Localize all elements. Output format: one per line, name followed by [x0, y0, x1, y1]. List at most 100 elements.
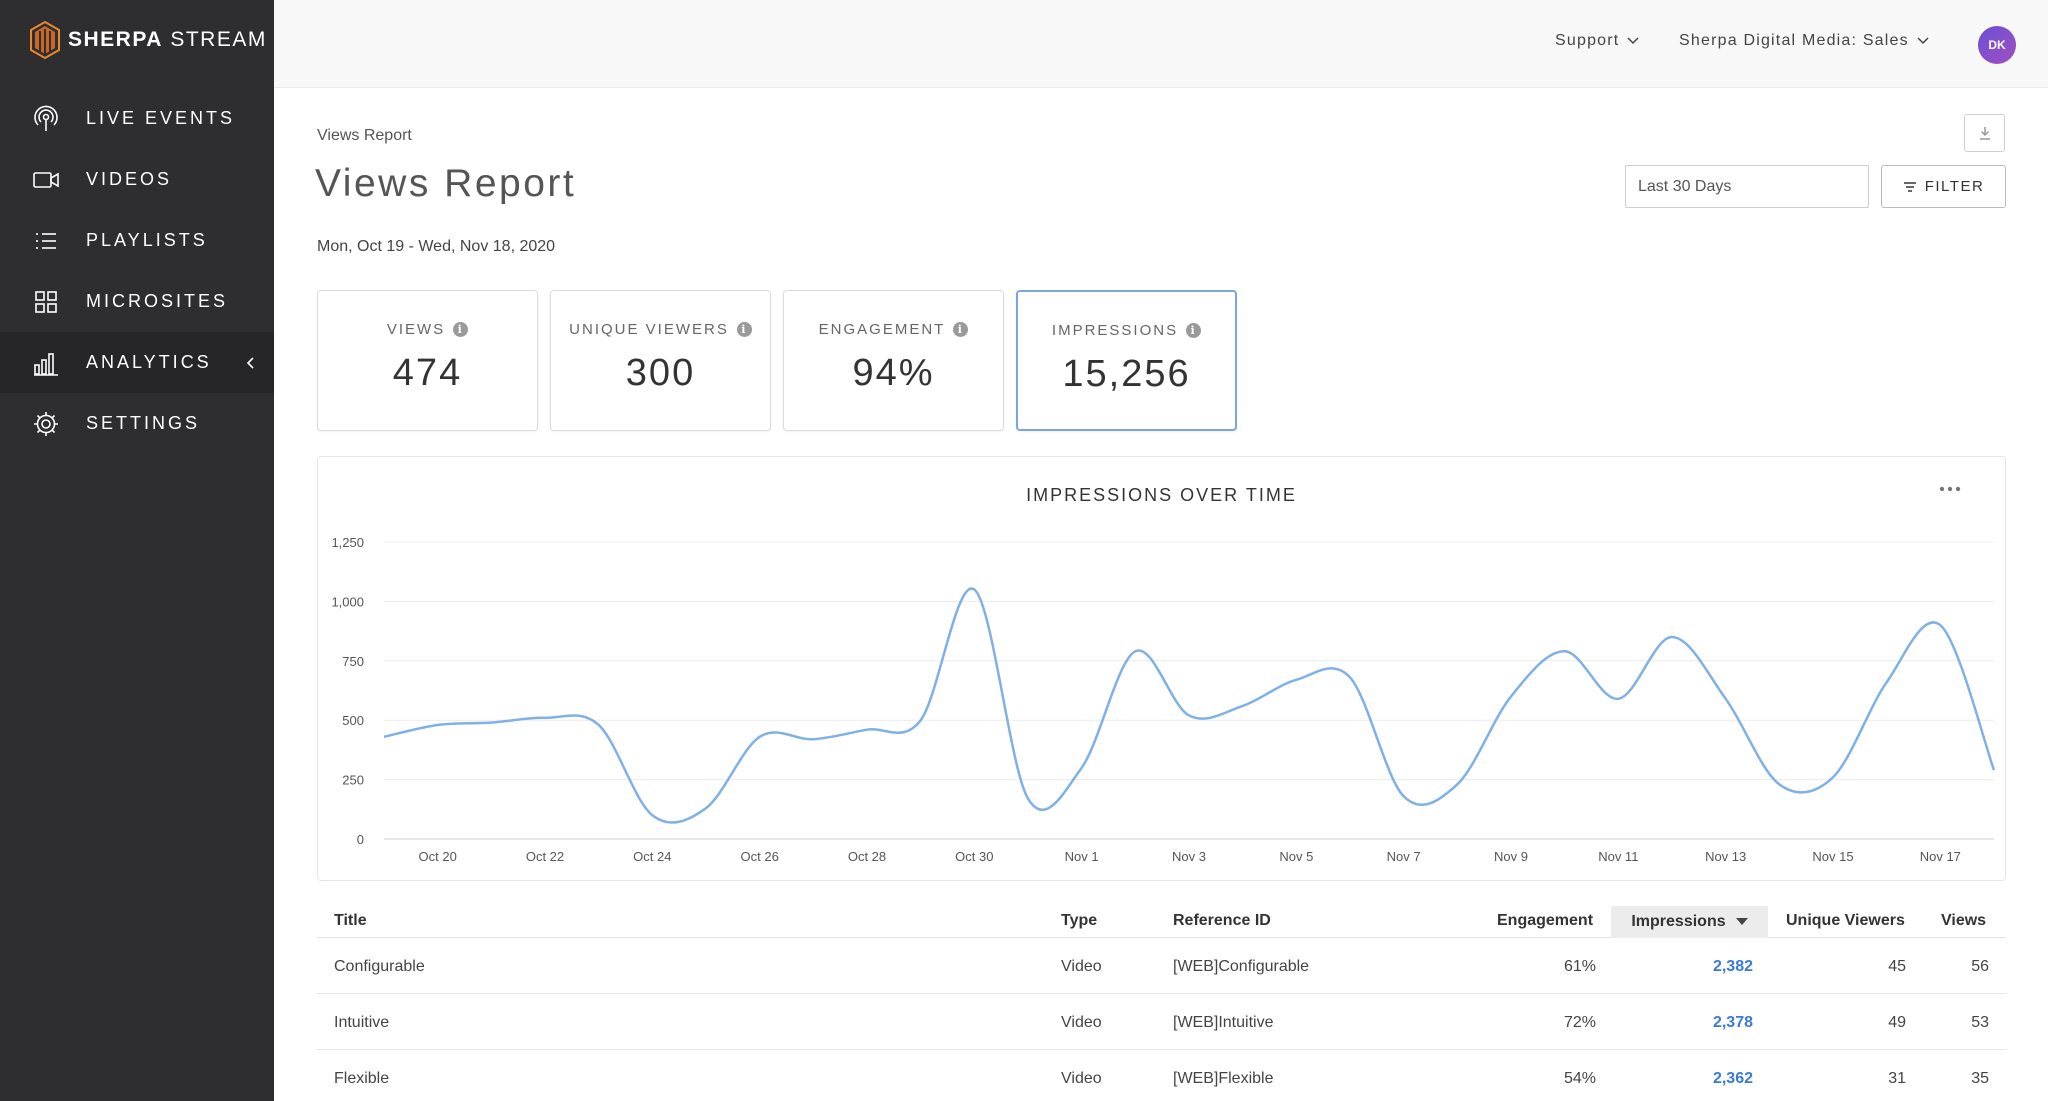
sidebar-item-settings[interactable]: SETTINGS — [0, 393, 274, 454]
cell-unique-viewers: 49 — [1888, 1014, 1906, 1031]
x-tick-label: Oct 28 — [848, 849, 886, 864]
x-tick-label: Nov 17 — [1920, 849, 1961, 864]
info-icon[interactable]: i — [1186, 323, 1202, 338]
list-icon — [32, 227, 60, 255]
x-tick-label: Nov 7 — [1387, 849, 1421, 864]
cell-title[interactable]: Configurable — [334, 958, 425, 975]
date-period-select[interactable]: Last 30 Days — [1625, 165, 1869, 208]
avatar[interactable]: DK — [1978, 26, 2016, 64]
x-tick-label: Oct 26 — [741, 849, 779, 864]
cell-reference-id: [WEB]Flexible — [1173, 1070, 1274, 1087]
stat-label-row: UNIQUE VIEWERS i — [551, 321, 770, 338]
col-header-views[interactable]: Views — [1941, 912, 1987, 929]
x-tick-label: Nov 5 — [1279, 849, 1313, 864]
grid-icon — [32, 288, 60, 316]
cell-unique-viewers: 31 — [1888, 1070, 1906, 1087]
stat-label-row: ENGAGEMENT i — [784, 321, 1003, 338]
stat-value: 474 — [392, 352, 463, 394]
stat-card-unique-viewers[interactable]: UNIQUE VIEWERS i 300 — [550, 290, 771, 431]
x-tick-label: Oct 20 — [419, 849, 457, 864]
account-menu-label: Sherpa Digital Media: Sales — [1679, 32, 1909, 49]
gear-icon — [32, 410, 60, 438]
x-tick-label: Nov 1 — [1065, 849, 1099, 864]
col-header-type[interactable]: Type — [1061, 912, 1098, 929]
cell-views: 35 — [1971, 1070, 1989, 1087]
y-tick-label: 750 — [342, 654, 364, 669]
support-menu[interactable]: Support — [1555, 32, 1640, 50]
stat-value: 15,256 — [1062, 353, 1191, 395]
impressions-line-chart: 0 250 500 750 1,000 1,250 Oct 20 Oct 22 Oct 24 Oc… — [331, 535, 1996, 864]
y-tick-label: 250 — [342, 773, 364, 788]
sidebar-item-microsites[interactable]: MICROSITES — [0, 271, 274, 332]
col-header-impressions[interactable]: Impressions — [1611, 906, 1768, 938]
sidebar-item-label: PLAYLISTS — [86, 230, 208, 250]
cell-unique-viewers: 45 — [1888, 958, 1906, 975]
bar-chart-icon — [32, 349, 60, 377]
cell-views: 53 — [1971, 1014, 1989, 1031]
date-range-text: Mon, Oct 19 - Wed, Nov 18, 2020 — [317, 238, 556, 255]
chevron-down-icon — [1627, 37, 1639, 45]
breadcrumb[interactable]: Views Report — [317, 127, 412, 144]
info-icon[interactable]: i — [953, 322, 969, 337]
table-row[interactable]: Configurable Video [WEB]Configurable 61%… — [317, 938, 2006, 994]
y-tick-label: 1,000 — [331, 594, 364, 609]
x-tick-label: Nov 9 — [1494, 849, 1528, 864]
brand-logo[interactable]: SHERPA STREAM — [30, 20, 267, 60]
stat-card-impressions[interactable]: IMPRESSIONS i 15,256 — [1016, 290, 1237, 431]
table-row[interactable]: Flexible Video [WEB]Flexible 54% 2,362 3… — [317, 1050, 2006, 1101]
cell-engagement: 61% — [1563, 958, 1596, 975]
video-camera-icon — [32, 166, 60, 194]
col-header-engagement[interactable]: Engagement — [1497, 912, 1594, 929]
col-header-reference-id[interactable]: Reference ID — [1173, 912, 1271, 929]
sidebar-item-videos[interactable]: VIDEOS — [0, 149, 274, 210]
col-header-unique-viewers[interactable]: Unique Viewers — [1786, 912, 1905, 929]
stat-card-engagement[interactable]: ENGAGEMENT i 94% — [783, 290, 1004, 431]
account-menu[interactable]: Sherpa Digital Media: Sales — [1679, 32, 1930, 50]
x-tick-label: Oct 24 — [633, 849, 671, 864]
sherpa-logo-icon — [30, 21, 60, 59]
col-header-title[interactable]: Title — [334, 912, 367, 929]
x-tick-label: Oct 30 — [955, 849, 993, 864]
sidebar-item-label: VIDEOS — [86, 169, 173, 189]
cell-type: Video — [1061, 958, 1102, 975]
stat-label-row: VIEWS i — [318, 321, 537, 338]
x-tick-label: Oct 22 — [526, 849, 564, 864]
cell-impressions[interactable]: 2,382 — [1712, 958, 1753, 975]
cell-reference-id: [WEB]Intuitive — [1173, 1014, 1274, 1031]
more-options-icon[interactable] — [1939, 485, 1961, 493]
cell-title[interactable]: Intuitive — [334, 1014, 390, 1031]
cell-impressions[interactable]: 2,378 — [1712, 1014, 1753, 1031]
sidebar-item-playlists[interactable]: PLAYLISTS — [0, 210, 274, 271]
sidebar-item-analytics[interactable]: ANALYTICS — [0, 332, 274, 393]
x-tick-label: Nov 11 — [1598, 849, 1638, 864]
broadcast-icon — [32, 105, 60, 133]
download-button[interactable] — [1964, 114, 2005, 152]
filter-button-label: FILTER — [1924, 178, 1985, 195]
info-icon[interactable]: i — [453, 322, 469, 337]
download-icon — [1979, 127, 1990, 140]
cell-title[interactable]: Flexible — [334, 1070, 390, 1087]
y-tick-label: 500 — [342, 713, 364, 728]
sidebar-item-label: LIVE EVENTS — [86, 108, 236, 128]
x-tick-label: Nov 13 — [1705, 849, 1746, 864]
filter-icon — [1903, 181, 1916, 192]
table-row[interactable]: Intuitive Video [WEB]Intuitive 72% 2,378… — [317, 994, 2006, 1050]
chevron-left-icon[interactable] — [244, 356, 258, 370]
cell-type: Video — [1061, 1014, 1102, 1031]
chart-title: IMPRESSIONS OVER TIME — [1026, 485, 1297, 505]
impressions-chart-panel: 0 250 500 750 1,000 1,250 Oct 20 Oct 22 Oct 24 Oc… — [317, 456, 2006, 881]
y-tick-label: 0 — [357, 832, 364, 847]
sidebar-item-live-events[interactable]: LIVE EVENTS — [0, 88, 274, 149]
impressions-series-line — [383, 587, 1996, 824]
info-icon[interactable]: i — [736, 322, 752, 337]
brand-name: SHERPA STREAM — [68, 28, 267, 51]
filter-button[interactable]: FILTER — [1881, 165, 2006, 208]
page-title: Views Report — [315, 162, 577, 205]
table-header: Title Type Reference ID Engagement Impre… — [317, 906, 2006, 938]
cell-impressions[interactable]: 2,362 — [1712, 1070, 1753, 1087]
stat-card-views[interactable]: VIEWS i 474 — [317, 290, 538, 431]
sort-descending-icon — [1735, 918, 1748, 925]
support-menu-label: Support — [1555, 32, 1620, 49]
cell-engagement: 72% — [1563, 1014, 1596, 1031]
stat-label: IMPRESSIONS — [1051, 322, 1179, 339]
